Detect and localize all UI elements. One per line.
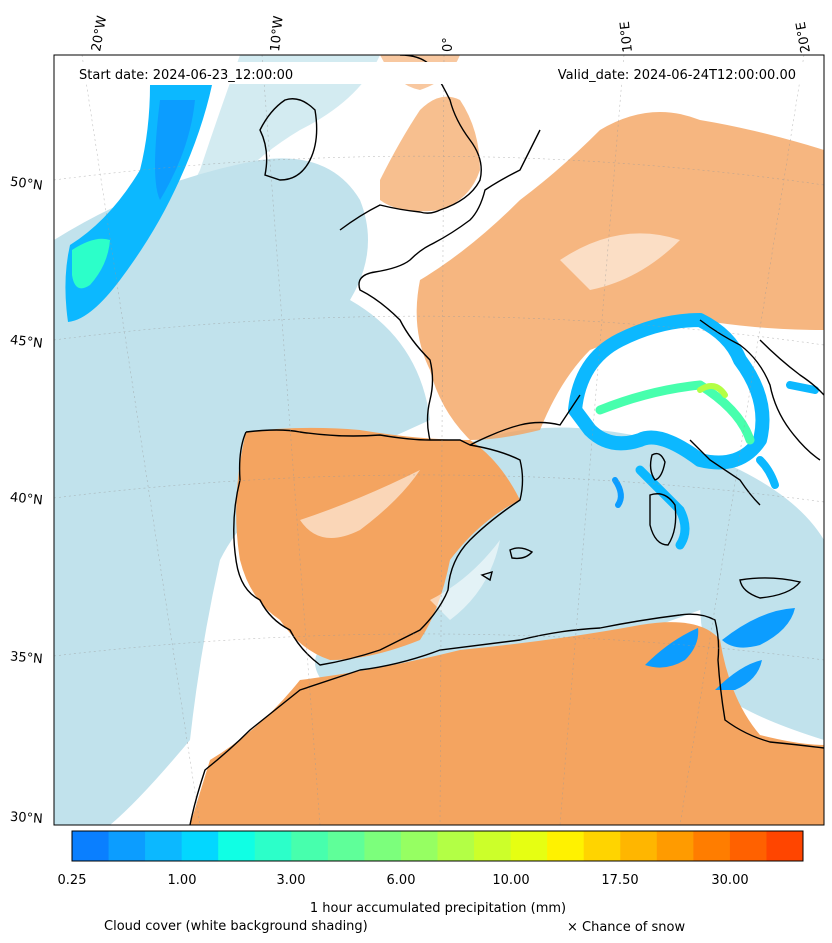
graticule <box>54 55 824 825</box>
lon-label-20e: 20°E <box>794 21 814 54</box>
colorbar-segment <box>583 831 621 861</box>
colorbar-segment <box>291 831 329 861</box>
lon-label-10w: 10°W <box>268 15 287 52</box>
precipitation-italy <box>568 313 819 550</box>
precipitation-colorbar <box>71 830 804 862</box>
colorbar-title: 1 hour accumulated precipitation (mm) <box>310 901 566 916</box>
lon-label-10e: 10°E <box>618 20 636 53</box>
colorbar-tick-label: 17.50 <box>601 873 638 888</box>
colorbar-segment <box>656 831 694 861</box>
colorbar-tick-label: 10.00 <box>492 873 529 888</box>
snow-legend: × Chance of snow <box>567 920 685 935</box>
precipitation-atlantic <box>65 85 212 322</box>
start-date-label: Start date: 2024-06-23_12:00:00 <box>79 68 293 83</box>
map-panel <box>53 54 825 826</box>
valid-date-label: Valid_date: 2024-06-24T12:00:00.00 <box>558 68 796 83</box>
colorbar-segment <box>547 831 585 861</box>
colorbar-segment <box>108 831 146 861</box>
colorbar-segment <box>364 831 402 861</box>
lat-label-30n: 30°N <box>9 810 43 827</box>
precipitation-africa <box>645 608 795 690</box>
colorbar-tick-label: 1.00 <box>168 873 197 888</box>
coastlines <box>189 55 824 825</box>
colorbar-segment <box>218 831 256 861</box>
colorbar-segment <box>729 831 767 861</box>
colorbar-segment <box>474 831 512 861</box>
colorbar-segment <box>72 831 110 861</box>
colorbar-tick-label: 30.00 <box>711 873 748 888</box>
colorbar-segment <box>437 831 475 861</box>
lat-label-40n: 40°N <box>9 490 43 508</box>
cloud-over-land-layer <box>300 233 680 620</box>
colorbar-segment <box>620 831 658 861</box>
lat-label-50n: 50°N <box>9 175 44 194</box>
colorbar-tick-label: 0.25 <box>58 873 87 888</box>
colorbar-segment <box>766 831 804 861</box>
lon-label-0: 0° <box>441 37 456 52</box>
lat-label-45n: 45°N <box>9 333 43 352</box>
lon-label-20w: 20°W <box>89 15 110 53</box>
colorbar-segment <box>400 831 438 861</box>
colorbar-segment <box>327 831 365 861</box>
colorbar-tick-label: 3.00 <box>277 873 306 888</box>
lat-label-35n: 35°N <box>9 649 43 667</box>
colorbar-tick-label: 6.00 <box>387 873 416 888</box>
colorbar-frame <box>71 830 804 862</box>
colorbar-tick-labels: 0.25 1.00 3.00 6.00 10.00 17.50 30.00 <box>58 873 749 888</box>
cloud-cover-note: Cloud cover (white background shading) <box>104 919 368 934</box>
header-strip <box>70 62 810 84</box>
colorbar-segment <box>181 831 219 861</box>
colorbar-segment <box>693 831 731 861</box>
colorbar-segment <box>510 831 548 861</box>
colorbar-segment <box>145 831 183 861</box>
colorbar-segment <box>254 831 292 861</box>
